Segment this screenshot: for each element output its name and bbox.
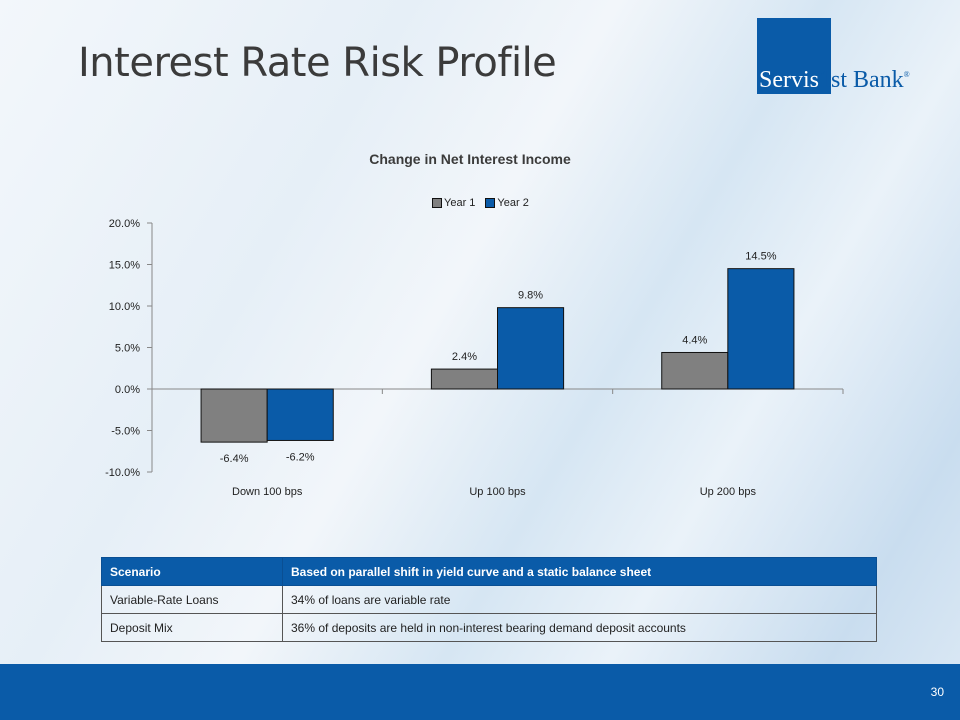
- y-tick-label: 0.0%: [115, 384, 140, 396]
- x-category-label: Down 100 bps: [232, 486, 303, 498]
- legend-item-year1: Year 1: [432, 197, 475, 209]
- y-tick-label: 15.0%: [109, 260, 140, 272]
- logo-text: Servis1st Bank®: [759, 67, 910, 94]
- registered-mark: ®: [903, 70, 910, 79]
- data-label: 2.4%: [452, 351, 477, 363]
- bar-year-1: [661, 351, 729, 390]
- data-label: 14.5%: [745, 251, 776, 263]
- logo-text-part2: 1st Bank: [819, 67, 904, 93]
- y-tick-label: -10.0%: [105, 467, 140, 479]
- data-label: -6.4%: [220, 453, 249, 465]
- data-label: -6.2%: [286, 451, 315, 463]
- table-header-row: Scenario Based on parallel shift in yiel…: [101, 557, 877, 586]
- legend-swatch-year2: [485, 198, 496, 208]
- bar-year-1: [430, 368, 499, 390]
- legend-label-year1: Year 1: [444, 197, 476, 209]
- table-cell: 34% of loans are variable rate: [282, 585, 877, 614]
- y-tick-label: -5.0%: [111, 426, 140, 438]
- bar-year-1: [200, 388, 268, 443]
- table-cell: Variable-Rate Loans: [101, 585, 283, 614]
- servisfirst-logo: Servis1st Bank®: [757, 18, 957, 98]
- legend-swatch-year1: [432, 198, 442, 208]
- logo-text-part1: Servis: [759, 67, 819, 93]
- table-row: Variable-Rate Loans 34% of loans are var…: [101, 585, 877, 614]
- bar-year-2: [266, 388, 334, 441]
- x-category-label: Up 100 bps: [469, 486, 526, 498]
- logo-box: [757, 18, 831, 94]
- chart-title: Change in Net Interest Income: [369, 151, 571, 167]
- table-header-cell: Based on parallel shift in yield curve a…: [282, 557, 877, 586]
- legend-item-year2: Year 2: [485, 197, 529, 209]
- legend-label-year2: Year 2: [497, 197, 529, 209]
- footer-bar: 30: [0, 664, 960, 720]
- data-label: 4.4%: [682, 334, 707, 346]
- slide-title: Interest Rate Risk Profile: [78, 40, 557, 86]
- table-header-cell: Scenario: [101, 557, 283, 586]
- table-row: Deposit Mix 36% of deposits are held in …: [101, 613, 877, 642]
- data-label: 9.8%: [518, 290, 543, 302]
- y-tick-label: 20.0%: [109, 218, 140, 230]
- bar-year-2: [727, 268, 795, 390]
- table-cell: 36% of deposits are held in non-interest…: [282, 613, 877, 642]
- bar-chart: 20.0% 15.0% 10.0% 5.0% 0.0% -5.0% -10.0% Down 1…: [105, 218, 844, 498]
- table-cell: Deposit Mix: [101, 613, 283, 642]
- y-tick-label: 10.0%: [109, 301, 140, 313]
- y-tick-label: 5.0%: [115, 343, 140, 355]
- page-number: 30: [930, 685, 944, 699]
- x-category-label: Up 200 bps: [700, 486, 757, 498]
- scenario-table: Scenario Based on parallel shift in yiel…: [101, 557, 877, 642]
- bar-year-2: [497, 307, 565, 390]
- chart-legend: Year 1 Year 2: [432, 197, 529, 209]
